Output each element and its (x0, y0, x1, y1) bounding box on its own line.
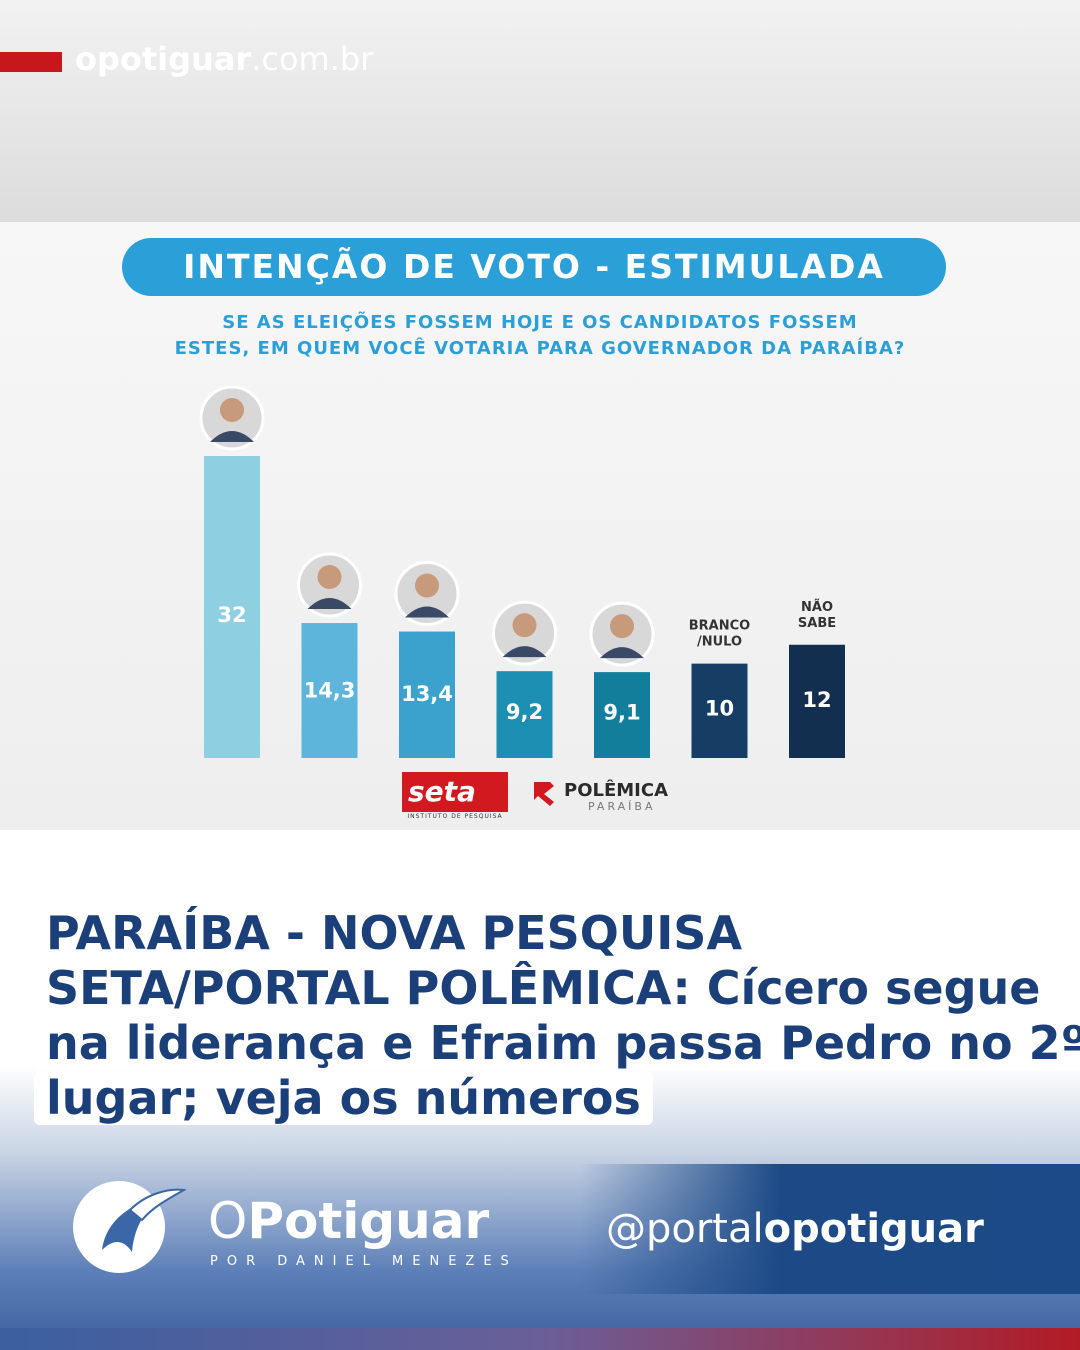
bar-3 (496, 671, 553, 758)
brand-name: OPotiguar (208, 1192, 490, 1250)
polemica-logo-sub: PARAÍBA (588, 800, 656, 813)
candidate-avatar-face-2 (415, 573, 439, 598)
polemica-logo: POLÊMICA (564, 780, 669, 801)
candidate-avatar-body-3 (502, 646, 547, 658)
bar-1 (301, 623, 358, 758)
top-area: opotiguar.com.br (0, 0, 1080, 222)
candidate-avatar-face-4 (610, 614, 634, 639)
headline: PARAÍBA - NOVA PESQUISA SETA/PORTAL POLÊ… (34, 906, 1080, 1126)
candidate-avatar-face-0 (220, 398, 244, 422)
bottom-area: PARAÍBA - NOVA PESQUISA SETA/PORTAL POLÊ… (0, 830, 1080, 1350)
social-handle[interactable]: @portalopotiguar (606, 1206, 984, 1252)
chart-panel: INTENÇÃO DE VOTO - ESTIMULADA SE AS ELEI… (0, 222, 1080, 830)
bar-value-label-6: 12 (802, 688, 831, 712)
footer-band (580, 1164, 1080, 1294)
bar-value-label-3: 9,2 (506, 700, 543, 724)
bottom-strip (0, 1328, 1080, 1350)
candidate-avatar-face-3 (512, 613, 537, 638)
headline-line-4: lugar; veja os números (34, 1071, 653, 1125)
candidate-avatar-body-0 (210, 431, 254, 442)
seta-logo: seta (402, 772, 508, 812)
brand-subtitle: POR DANIEL MENEZES (210, 1254, 518, 1269)
seta-logo-sub: INSTITUTO DE PESQUISA (407, 813, 503, 820)
bar-value-label-2: 13,4 (401, 682, 453, 706)
headline-line-3: na liderança e Efraim passa Pedro no 2º (34, 1016, 1080, 1070)
category-label-6-0: NÃO (801, 599, 833, 615)
candidate-avatar-body-1 (307, 598, 352, 610)
candidate-avatar-body-2 (405, 606, 449, 618)
bar-value-label-0: 32 (217, 603, 246, 627)
bar-5 (691, 663, 748, 758)
candidate-avatar-face-1 (317, 565, 342, 590)
bar-2 (399, 631, 455, 758)
bar-value-label-4: 9,1 (603, 700, 640, 724)
category-label-5-1: /NULO (697, 635, 742, 650)
polemica-icon (534, 782, 554, 806)
chart-title: INTENÇÃO DE VOTO - ESTIMULADA (122, 238, 946, 296)
site-accent-bar (0, 52, 62, 72)
bar-value-label-1: 14,3 (304, 678, 356, 702)
bar-4 (594, 672, 650, 758)
site-url[interactable]: opotiguar.com.br (75, 40, 374, 78)
source-logos: seta INSTITUTO DE PESQUISA POLÊMICA PARA… (402, 772, 672, 824)
headline-line-1: PARAÍBA - NOVA PESQUISA (34, 906, 755, 960)
bar-6 (789, 644, 845, 758)
candidate-avatar-body-4 (600, 647, 644, 659)
headline-line-2: SETA/PORTAL POLÊMICA: Cícero segue (34, 961, 1053, 1015)
category-label-5-0: BRANCO (689, 619, 750, 634)
bar-value-label-5: 10 (705, 697, 734, 721)
bar-0 (204, 456, 260, 758)
opotiguar-logo-icon (73, 1181, 186, 1273)
category-label-6-1: SABE (798, 616, 836, 631)
chart-subtitle: SE AS ELEIÇÕES FOSSEM HOJE E OS CANDIDAT… (174, 312, 906, 359)
